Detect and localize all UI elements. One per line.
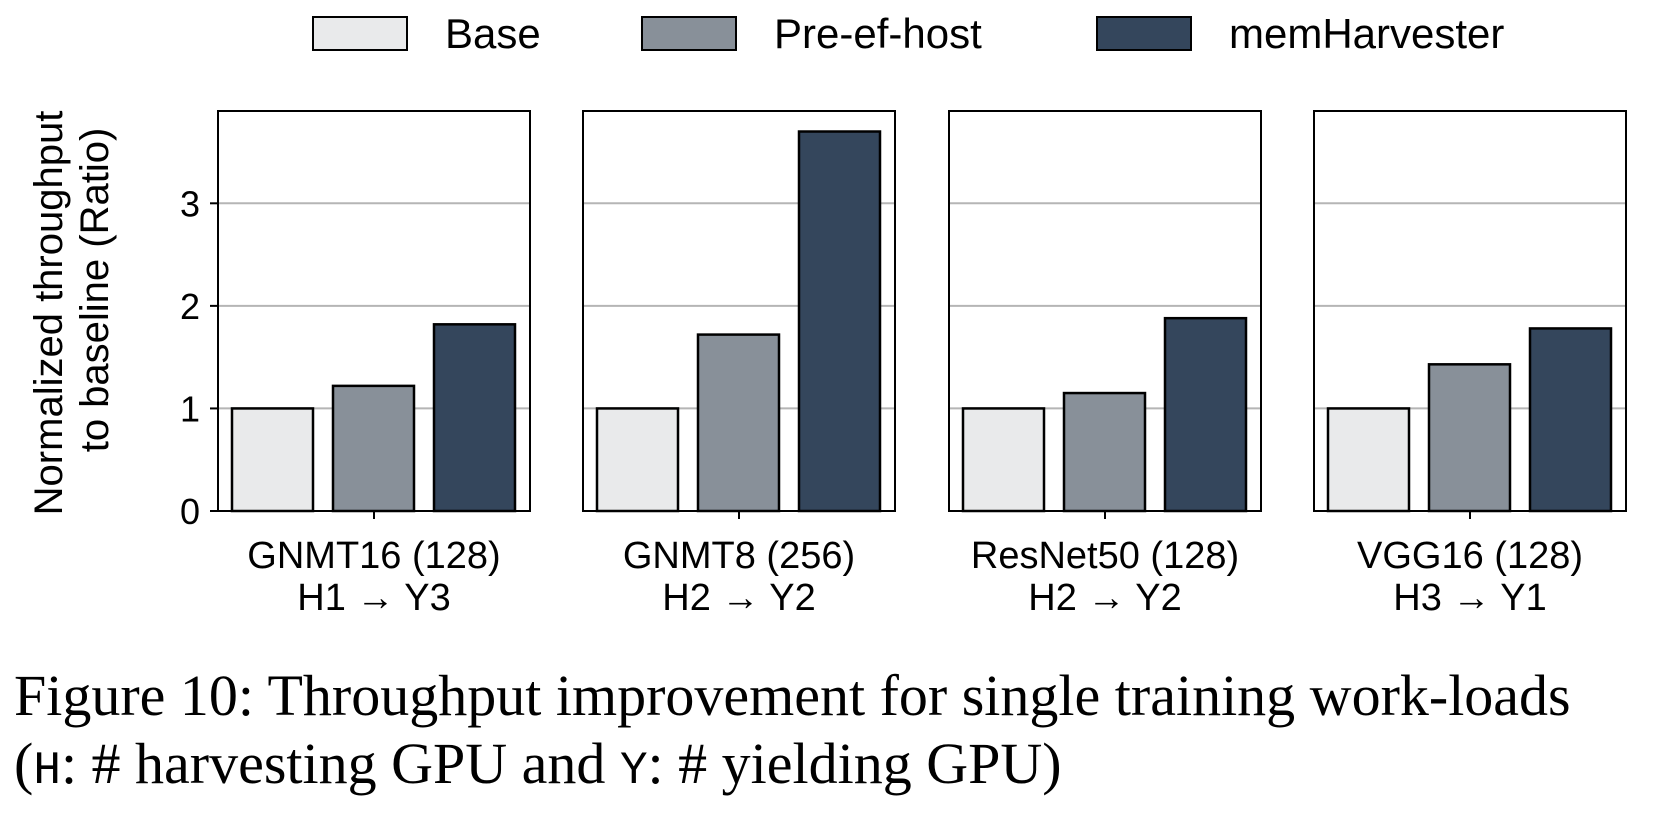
y-axis-label-line1: Normalized throughput (27, 111, 71, 516)
legend-label-3: memHarvester (1229, 10, 1504, 57)
legend-swatch-1 (312, 16, 408, 51)
panel-4: VGG16 (128)H3 → Y1 (1313, 110, 1627, 619)
x-tick-label-line2: H1 → Y3 (297, 577, 450, 619)
x-tick-label-line2: H3 → Y1 (1393, 577, 1546, 619)
y-tick-label-2: 2 (180, 286, 200, 327)
figure-caption: Figure 10: Throughput improvement for si… (14, 662, 1644, 805)
legend-swatch-2 (641, 16, 737, 51)
bar-pre-ef-host (331, 384, 416, 513)
x-tick-label-line2: H2 → Y2 (662, 577, 815, 619)
x-tick-label-line2: H2 → Y2 (1028, 577, 1181, 619)
bar-memharvester (1163, 316, 1248, 513)
panel-3: ResNet50 (128)H2 → Y2 (948, 110, 1262, 619)
caption-code-h: H (33, 745, 61, 797)
legend-label-2: Pre-ef-host (774, 10, 982, 57)
caption-text-part1: Figure 10: Throughput improvement for si… (14, 663, 1571, 796)
y-axis-label: Normalized throughput to baseline (Ratio… (27, 111, 117, 516)
bar-pre-ef-host (1427, 363, 1512, 513)
y-tick-label-0: 0 (180, 491, 200, 532)
x-tick-label-line1: ResNet50 (128) (971, 535, 1239, 577)
bar-memharvester (1528, 327, 1613, 513)
x-tick-label-line1: GNMT16 (128) (247, 535, 500, 577)
bar-base (230, 407, 315, 513)
y-axis-ticks: 0 1 2 3 (180, 183, 218, 532)
legend-swatch-3 (1096, 16, 1192, 51)
y-axis-label-line2: to baseline (Ratio) (73, 128, 117, 453)
bar-pre-ef-host (1062, 391, 1147, 513)
bar-base (595, 407, 680, 513)
y-tick-label-3: 3 (180, 183, 200, 224)
caption-text-part3: : # yielding GPU) (647, 731, 1062, 796)
legend-label-1: Base (445, 10, 541, 57)
x-tick-label-line1: VGG16 (128) (1357, 535, 1583, 577)
bar-memharvester (797, 130, 882, 513)
caption-code-y: Y (619, 745, 648, 797)
bar-base (961, 407, 1046, 513)
panel-1: GNMT16 (128)H1 → Y3 (217, 110, 531, 619)
bar-memharvester (432, 323, 517, 513)
bar-pre-ef-host (696, 333, 781, 513)
y-tick-label-1: 1 (180, 388, 200, 429)
bar-base (1326, 407, 1411, 513)
caption-text-part2: : # harvesting GPU and (60, 731, 620, 796)
x-tick-label-line1: GNMT8 (256) (623, 535, 855, 577)
chart: Base Pre-ef-host memHarvester Normalized t… (27, 10, 1627, 619)
panel-2: GNMT8 (256)H2 → Y2 (582, 110, 896, 619)
legend: Base Pre-ef-host memHarvester (312, 10, 1504, 57)
